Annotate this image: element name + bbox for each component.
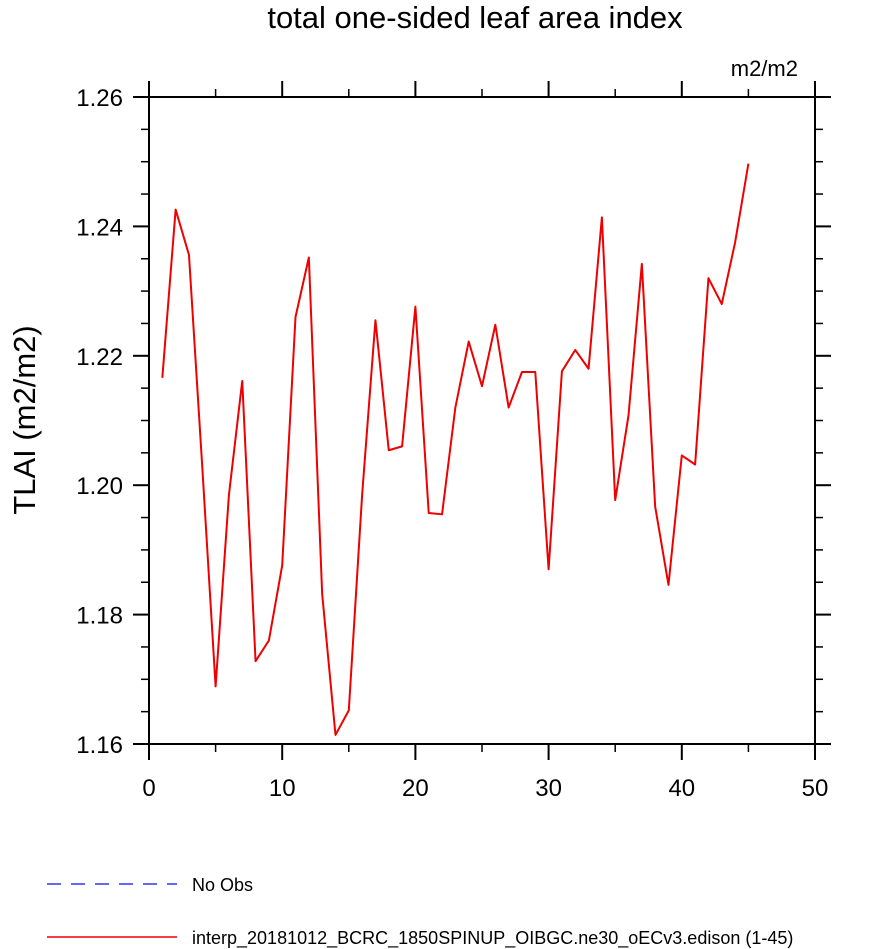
legend: No Obs interp_20181012_BCRC_1850SPINUP_OI… xyxy=(47,875,793,949)
tick-labels: 0 10 20 30 40 50 1.16 1.18 1.20 1.22 1.24 1.26 xyxy=(76,85,828,802)
y-tick-label: 1.22 xyxy=(76,344,123,371)
x-tick-label: 40 xyxy=(668,775,695,802)
y-axis-label: TLAI (m2/m2) xyxy=(7,325,42,514)
x-tick-label: 30 xyxy=(535,775,562,802)
x-tick-label: 20 xyxy=(402,775,429,802)
units-label: m2/m2 xyxy=(731,56,798,81)
chart-title: total one-sided leaf area index xyxy=(267,0,683,35)
series-line xyxy=(161,163,750,736)
y-tick-label: 1.16 xyxy=(76,732,123,759)
legend-label: interp_20181012_BCRC_1850SPINUP_OIBGC.ne… xyxy=(192,928,793,949)
plot-frame xyxy=(148,96,816,745)
x-tick-label: 10 xyxy=(269,775,296,802)
axis-ticks xyxy=(133,81,831,760)
legend-label: No Obs xyxy=(192,875,253,895)
y-tick-label: 1.26 xyxy=(76,85,123,112)
x-tick-label: 0 xyxy=(142,775,155,802)
y-tick-label: 1.18 xyxy=(76,603,123,630)
x-tick-label: 50 xyxy=(802,775,829,802)
y-tick-label: 1.24 xyxy=(76,214,123,241)
series-layer xyxy=(161,163,750,736)
y-tick-label: 1.20 xyxy=(76,473,123,500)
